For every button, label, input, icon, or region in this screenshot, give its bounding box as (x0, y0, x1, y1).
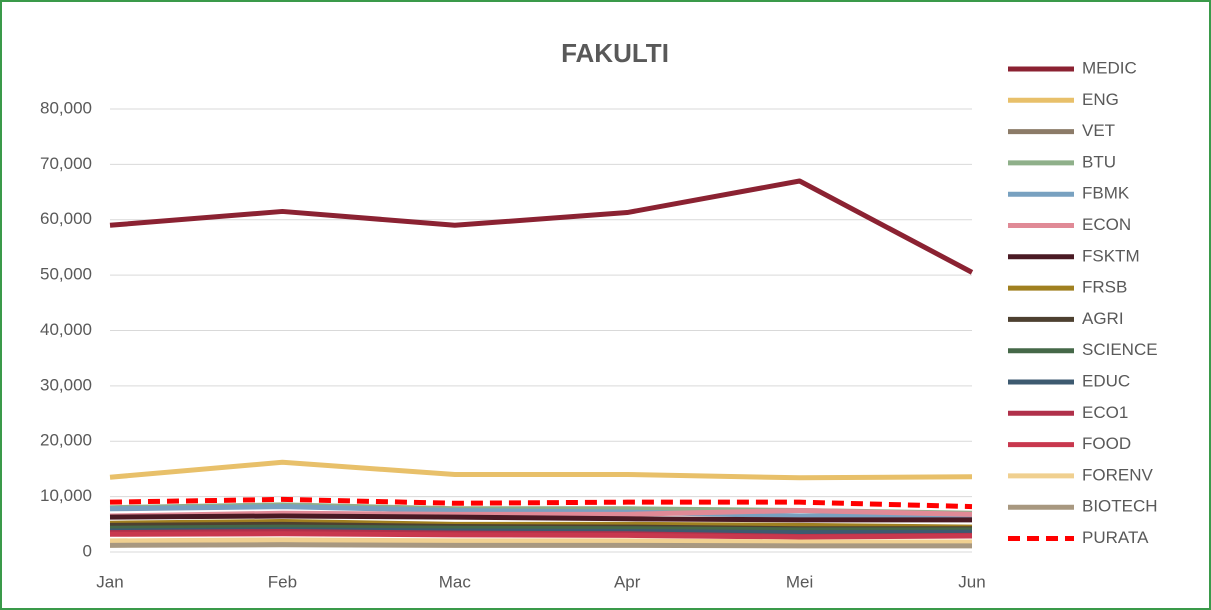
x-tick-label: Mei (786, 572, 813, 591)
legend-label: PURATA (1082, 528, 1149, 547)
series-line (109, 524, 972, 533)
x-tick-label: Mac (439, 572, 472, 591)
series-line (109, 504, 972, 519)
legend-label: ECON (1082, 215, 1131, 234)
series-line (109, 542, 972, 549)
x-tick-label: Jun (958, 572, 985, 591)
legend-label: ECO1 (1082, 403, 1128, 422)
y-tick-label: 30,000 (40, 375, 92, 394)
series-line (109, 531, 973, 540)
x-tick-label: Jan (96, 572, 123, 591)
legend-label: AGRI (1082, 309, 1124, 328)
legend-label: VET (1082, 121, 1115, 140)
legend-label: FRSB (1082, 278, 1127, 297)
y-tick-label: 60,000 (40, 209, 92, 228)
series-line (109, 513, 972, 523)
x-tick-label: Feb (268, 572, 297, 591)
y-tick-label: 80,000 (40, 98, 92, 117)
legend-label: BTU (1082, 152, 1116, 171)
legend-label: FOOD (1082, 434, 1131, 453)
series-line (109, 537, 972, 545)
y-tick-label: 70,000 (40, 154, 92, 173)
series-line (109, 496, 973, 510)
legend-label: BIOTECH (1082, 497, 1158, 516)
series-line (109, 178, 974, 275)
y-tick-label: 50,000 (40, 265, 92, 284)
y-tick-label: 10,000 (40, 486, 92, 505)
x-tick-label: Apr (614, 572, 641, 591)
chart-title: FAKULTI (561, 38, 669, 68)
legend-label: SCIENCE (1082, 340, 1158, 359)
legend-label: ENG (1082, 90, 1119, 109)
legend-label: FBMK (1082, 184, 1130, 203)
legend-label: EDUC (1082, 371, 1130, 390)
y-tick-label: 20,000 (40, 431, 92, 450)
series-line (109, 459, 973, 481)
legend-label: FORENV (1082, 465, 1154, 484)
legend-label: MEDIC (1082, 58, 1137, 77)
y-tick-label: 0 (83, 541, 92, 560)
y-tick-label: 40,000 (40, 320, 92, 339)
legend-label: FSKTM (1082, 246, 1140, 265)
